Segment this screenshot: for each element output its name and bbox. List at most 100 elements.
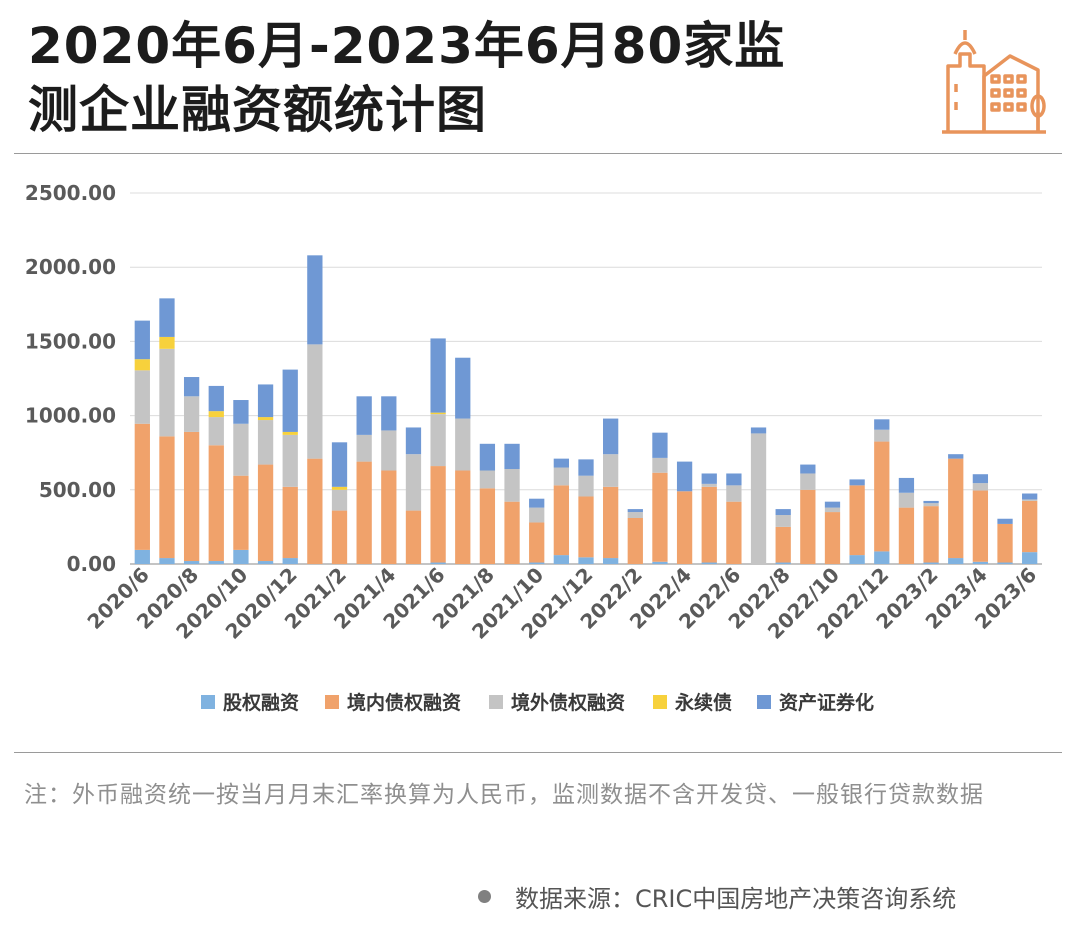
bar-segment (331, 510, 348, 564)
bar-segment (948, 558, 964, 564)
bar-segment (282, 486, 298, 559)
bar-segment (898, 477, 915, 493)
y-tick-label: 500.00 (39, 478, 116, 502)
bar-segment (603, 418, 619, 455)
y-tick-label: 0.00 (67, 552, 116, 576)
bar-segment (652, 457, 668, 473)
bar-segment (159, 436, 175, 559)
bar-segment (800, 489, 816, 564)
bar-segment (898, 492, 915, 508)
bar-segment (257, 417, 274, 421)
bar-segment (208, 411, 224, 418)
bar-segment (1022, 552, 1038, 564)
bar-segment (603, 454, 619, 487)
bar-segment (627, 509, 643, 513)
bar-segment (430, 412, 446, 415)
bar-segment (405, 454, 422, 511)
bar-segment (874, 551, 890, 564)
bar-segment (455, 470, 471, 564)
bar-segment (479, 488, 496, 564)
bar-segment (331, 489, 348, 511)
bar-segment (455, 357, 471, 419)
bar-segment (849, 479, 865, 486)
bar-segment (701, 483, 717, 487)
bar-segment (800, 473, 816, 490)
bar-segment (824, 507, 841, 513)
bar-segment (529, 562, 545, 564)
y-tick-label: 2500.00 (25, 181, 116, 205)
footer-divider (14, 752, 1062, 753)
title-divider (14, 153, 1062, 154)
bar-segment (553, 467, 569, 486)
bar-segment (849, 555, 865, 564)
bar-segment (430, 466, 446, 563)
bar-segment (479, 443, 496, 471)
bar-segment (676, 491, 693, 564)
bar-segment (750, 433, 767, 564)
bar-segment (923, 506, 939, 563)
legend-swatch (201, 695, 215, 709)
bar-segment (1022, 500, 1038, 553)
bar-segment (972, 474, 989, 484)
bar-segment (504, 469, 520, 502)
bar-segment (824, 512, 841, 564)
bar-segment (504, 501, 520, 564)
bar-segment (775, 509, 791, 516)
bar-segment (430, 338, 446, 413)
bar-segment (652, 472, 668, 562)
bar-segment (257, 464, 274, 562)
bar-segment (356, 461, 372, 564)
bar-segment (676, 461, 693, 492)
bar-segment (529, 498, 545, 508)
bar-segment (603, 486, 619, 559)
bar-segment (159, 348, 175, 437)
bar-segment (652, 432, 668, 458)
bar-segment (183, 396, 200, 432)
bar-segment (381, 396, 397, 431)
bar-segment (183, 377, 200, 397)
bar-segment (800, 464, 816, 474)
bar-segment (183, 431, 200, 562)
bar-segment (331, 442, 348, 487)
bar-segment (257, 384, 274, 418)
bar-segment (627, 518, 643, 564)
bar-segment (923, 503, 939, 507)
legend-label: 资产证券化 (779, 691, 874, 714)
data-source-text: 数据来源：CRIC中国房地产决策咨询系统 (515, 884, 957, 913)
bar-segment (529, 507, 545, 523)
chart-title: 2020年6月-2023年6月80家监 测企业融资额统计图 (28, 14, 908, 142)
bar-segment (430, 562, 446, 564)
bar-segment (282, 431, 298, 435)
bar-segment (479, 470, 496, 489)
legend-label: 永续债 (674, 691, 732, 714)
bar-segment (824, 501, 841, 508)
bar-segment (282, 558, 298, 564)
bar-segment (652, 561, 668, 564)
bar-segment (134, 549, 150, 564)
bar-segment (1022, 499, 1038, 501)
bar-segment (701, 473, 717, 484)
city-buildings-icon (942, 30, 1046, 134)
bar-segment (183, 561, 200, 564)
bar-segment (233, 423, 249, 476)
legend-label: 境外债权融资 (511, 691, 625, 714)
bar-segment (233, 400, 249, 424)
bar-segment (553, 485, 569, 556)
bar-segment (134, 320, 150, 360)
bar-segment (307, 255, 323, 345)
bar-segment (282, 434, 298, 487)
bar-segment (997, 518, 1013, 524)
footnote: 注：外币融资统一按当月月末汇率换算为人民币，监测数据不含开发贷、一般银行贷款数据 (24, 782, 984, 808)
bar-segment (381, 430, 397, 471)
bar-segment (578, 459, 594, 476)
title-line-1: 2020年6月-2023年6月80家监 (28, 17, 786, 75)
bar-segment (578, 475, 594, 497)
bar-segment (923, 562, 939, 564)
bar-segment (159, 336, 175, 349)
bar-segment (775, 515, 791, 527)
bar-segment (134, 359, 150, 371)
bar-segment (1022, 493, 1038, 500)
bar-segment (726, 501, 742, 564)
bar-segment (874, 441, 890, 552)
legend-swatch (325, 695, 339, 709)
